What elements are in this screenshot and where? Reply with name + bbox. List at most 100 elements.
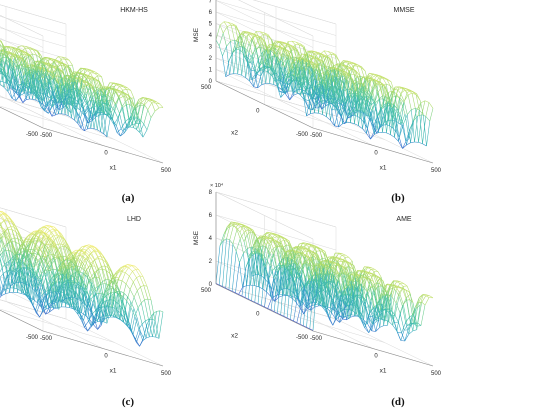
mesh-segment <box>390 81 395 92</box>
mesh-segment <box>261 83 266 85</box>
mesh-segment <box>423 114 427 147</box>
mesh-segment <box>100 102 105 132</box>
mesh-segment <box>118 96 124 108</box>
z-gridline <box>0 4 67 37</box>
mesh-segment <box>300 54 305 62</box>
mesh-segment <box>115 91 119 98</box>
mesh-segment <box>110 87 115 89</box>
mesh-segment <box>253 86 258 89</box>
mesh-segment <box>146 98 151 100</box>
mesh-segment <box>56 70 62 86</box>
mesh-segment <box>411 93 416 109</box>
mesh-segment <box>407 109 412 115</box>
mesh-segment <box>70 76 75 81</box>
mesh-segment <box>82 93 86 99</box>
mesh-segment <box>13 58 18 64</box>
mesh-segment <box>44 62 48 66</box>
mesh-segment <box>12 69 16 81</box>
mesh-segment <box>103 106 109 134</box>
mesh-segment <box>256 46 261 49</box>
mesh-segment <box>386 124 390 127</box>
mesh-segment <box>17 58 22 71</box>
mesh-segment <box>111 86 115 101</box>
x-gridline <box>5 6 104 146</box>
mesh-segment <box>68 60 73 66</box>
mesh-segment <box>125 272 130 277</box>
mesh-segment <box>396 121 401 125</box>
mesh-segment <box>318 112 323 115</box>
mesh-segment <box>20 74 24 92</box>
panel-caption: (b) <box>391 192 405 204</box>
x1-tick-label: 0 <box>374 151 378 157</box>
mesh-segment <box>24 61 28 76</box>
mesh-segment <box>14 88 20 95</box>
mesh-segment <box>15 86 19 93</box>
mesh-segment <box>136 117 141 125</box>
mesh-segment <box>278 79 284 91</box>
mesh-segment <box>137 97 143 104</box>
mesh-segment <box>115 86 120 92</box>
mesh-segment <box>361 66 366 72</box>
mesh-segment <box>33 64 38 74</box>
mesh-segment <box>71 89 76 105</box>
mesh-segment <box>339 96 344 104</box>
mesh-segment <box>73 71 78 73</box>
mesh-segment <box>94 72 98 76</box>
mesh-segment <box>67 90 73 108</box>
mesh-segment <box>36 54 41 59</box>
mesh-segment <box>114 89 120 97</box>
mesh-segment <box>0 41 5 50</box>
mesh-segment <box>11 92 16 99</box>
mesh-segment <box>64 114 69 117</box>
mesh-segment <box>52 83 58 92</box>
mesh-segment <box>133 297 139 308</box>
mesh-segment <box>20 70 25 94</box>
z-tick-label: 0 <box>209 79 213 85</box>
mesh-segment <box>368 73 373 77</box>
mesh-segment <box>3 61 8 84</box>
mesh-segment <box>103 133 108 138</box>
mesh-segment <box>154 107 160 112</box>
mesh-segment <box>340 85 346 105</box>
mesh-segment <box>26 98 30 100</box>
mesh-segment <box>129 98 134 117</box>
mesh-segment <box>3 74 8 88</box>
mesh-segment <box>19 85 24 96</box>
mesh-segment <box>128 118 133 125</box>
x1-tick-label: 500 <box>161 168 172 174</box>
mesh-segment <box>97 87 102 107</box>
mesh-segment <box>139 123 145 133</box>
mesh-segment <box>50 64 54 73</box>
mesh-segment <box>280 92 285 98</box>
mesh-segment <box>116 125 121 137</box>
mesh-segment <box>7 64 12 72</box>
mesh-segment <box>63 255 68 258</box>
mesh-segment <box>424 100 430 103</box>
mesh-segment <box>235 35 240 50</box>
mesh-segment <box>116 89 120 93</box>
mesh-segment <box>0 273 4 278</box>
mesh-segment <box>335 110 339 128</box>
mesh-segment <box>0 44 4 62</box>
mesh-segment <box>89 77 94 80</box>
x1-axis-label: x1 <box>110 164 117 171</box>
mesh-segment <box>354 74 359 78</box>
mesh-segment <box>87 69 92 72</box>
mesh-segment <box>91 77 95 81</box>
mesh-segment <box>353 65 358 67</box>
mesh-segment <box>94 71 99 75</box>
mesh-segment <box>308 108 313 111</box>
mesh-segment <box>77 68 82 80</box>
mesh-segment <box>87 76 91 79</box>
mesh-segment <box>56 87 60 104</box>
mesh-segment <box>117 106 123 119</box>
mesh-segment <box>8 85 13 90</box>
mesh-segment <box>76 113 81 119</box>
mesh-segment <box>95 107 99 115</box>
mesh-segment <box>25 47 30 49</box>
mesh-segment <box>115 91 120 93</box>
mesh-segment <box>49 70 53 73</box>
mesh-segment <box>41 87 47 101</box>
mesh-segment <box>54 61 59 63</box>
mesh-segment <box>124 121 129 128</box>
